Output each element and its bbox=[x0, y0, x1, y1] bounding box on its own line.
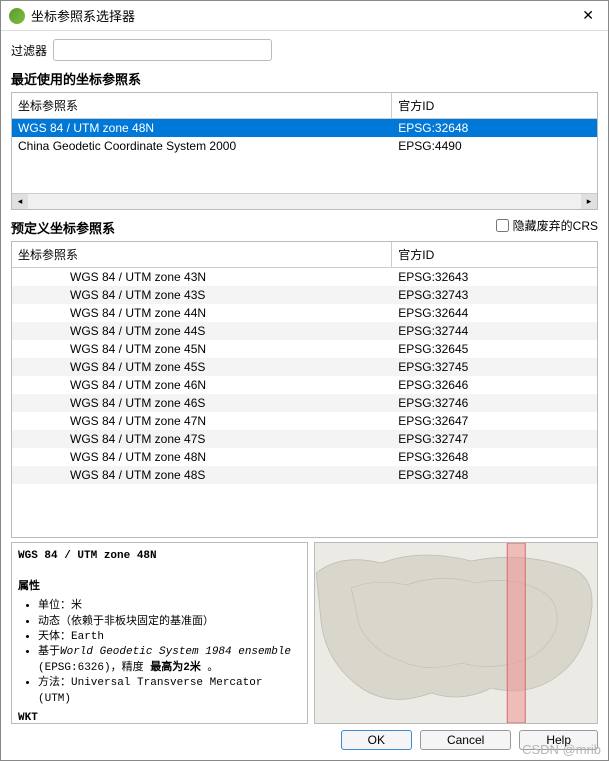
dialog-body: 过滤器 最近使用的坐标参照系 坐标参照系 官方ID WGS 84 / UTM z… bbox=[1, 31, 608, 760]
help-button[interactable]: Help bbox=[519, 730, 598, 750]
cancel-button[interactable]: Cancel bbox=[420, 730, 511, 750]
crs-selector-dialog: 坐标参照系选择器 ✕ 过滤器 最近使用的坐标参照系 坐标参照系 官方ID WGS… bbox=[0, 0, 609, 761]
table-row[interactable]: WGS 84 / UTM zone 46SEPSG:32746 bbox=[12, 394, 597, 412]
crs-id-cell: EPSG:32644 bbox=[392, 305, 597, 321]
prop-dynamic: 动态（依赖于非板块固定的基准面） bbox=[38, 615, 301, 630]
scroll-left-icon[interactable]: ◂ bbox=[12, 194, 28, 210]
crs-id-cell: EPSG:32748 bbox=[392, 467, 597, 483]
table-row[interactable]: WGS 84 / UTM zone 45SEPSG:32745 bbox=[12, 358, 597, 376]
predefined-section-title: 预定义坐标参照系 bbox=[11, 218, 115, 237]
table-row[interactable]: WGS 84 / UTM zone 48SEPSG:32748 bbox=[12, 466, 597, 484]
prop-based-on: 基于World Geodetic System 1984 ensemble (E… bbox=[38, 645, 301, 676]
table-row[interactable]: WGS 84 / UTM zone 48NEPSG:32648 bbox=[12, 119, 597, 137]
crs-name-cell: WGS 84 / UTM zone 47N bbox=[12, 413, 392, 429]
wkt-label: WKT bbox=[18, 712, 38, 724]
recent-col-id[interactable]: 官方ID bbox=[392, 93, 597, 118]
hide-deprecated-input[interactable] bbox=[496, 219, 509, 232]
crs-id-cell: EPSG:32643 bbox=[392, 269, 597, 285]
recent-table-body: WGS 84 / UTM zone 48NEPSG:32648China Geo… bbox=[12, 119, 597, 193]
prop-method: 方法：Universal Transverse Mercator (UTM) bbox=[38, 676, 301, 707]
table-row[interactable]: WGS 84 / UTM zone 44NEPSG:32644 bbox=[12, 304, 597, 322]
crs-id-cell: EPSG:32744 bbox=[392, 323, 597, 339]
crs-id-cell: EPSG:32646 bbox=[392, 377, 597, 393]
button-row: OK Cancel Help bbox=[11, 728, 598, 752]
crs-name-cell: WGS 84 / UTM zone 45N bbox=[12, 341, 392, 357]
table-row[interactable]: WGS 84 / UTM zone 44SEPSG:32744 bbox=[12, 322, 597, 340]
horizontal-scrollbar[interactable]: ◂ ▸ bbox=[12, 193, 597, 209]
hide-deprecated-checkbox[interactable]: 隐藏废弃的CRS bbox=[496, 217, 598, 234]
predefined-crs-table: 坐标参照系 官方ID WGS 84 / UTM zone 43NEPSG:326… bbox=[11, 241, 598, 538]
bottom-panes: WGS 84 / UTM zone 48N 属性 单位：米 动态（依赖于非板块固… bbox=[11, 542, 598, 724]
filter-label: 过滤器 bbox=[11, 42, 47, 59]
predef-col-name[interactable]: 坐标参照系 bbox=[12, 242, 392, 267]
table-row[interactable]: WGS 84 / UTM zone 47SEPSG:32747 bbox=[12, 430, 597, 448]
table-row[interactable]: WGS 84 / UTM zone 45NEPSG:32645 bbox=[12, 340, 597, 358]
crs-name-cell: WGS 84 / UTM zone 44S bbox=[12, 323, 392, 339]
window-title: 坐标参照系选择器 bbox=[31, 6, 576, 25]
crs-name-cell: WGS 84 / UTM zone 45S bbox=[12, 359, 392, 375]
properties-list: 单位：米 动态（依赖于非板块固定的基准面） 天体：Earth 基于World G… bbox=[38, 599, 301, 707]
crs-id-cell: EPSG:32647 bbox=[392, 413, 597, 429]
crs-id-cell: EPSG:32645 bbox=[392, 341, 597, 357]
crs-name-cell: WGS 84 / UTM zone 48N bbox=[12, 449, 392, 465]
filter-row: 过滤器 bbox=[11, 39, 598, 61]
table-row[interactable]: WGS 84 / UTM zone 46NEPSG:32646 bbox=[12, 376, 597, 394]
crs-id-cell: EPSG:32648 bbox=[392, 449, 597, 465]
properties-label: 属性 bbox=[18, 581, 40, 593]
crs-id-cell: EPSG:32745 bbox=[392, 359, 597, 375]
crs-id-cell: EPSG:4490 bbox=[392, 138, 597, 154]
app-icon bbox=[9, 8, 25, 24]
titlebar: 坐标参照系选择器 ✕ bbox=[1, 1, 608, 31]
predefined-table-body[interactable]: WGS 84 / UTM zone 43NEPSG:32643WGS 84 / … bbox=[12, 268, 597, 537]
close-button[interactable]: ✕ bbox=[576, 7, 600, 24]
crs-name-cell: WGS 84 / UTM zone 46S bbox=[12, 395, 392, 411]
crs-details-pane: WGS 84 / UTM zone 48N 属性 单位：米 动态（依赖于非板块固… bbox=[11, 542, 308, 724]
filter-input[interactable] bbox=[53, 39, 272, 61]
crs-name-cell: WGS 84 / UTM zone 43N bbox=[12, 269, 392, 285]
crs-name-cell: WGS 84 / UTM zone 43S bbox=[12, 287, 392, 303]
details-heading: WGS 84 / UTM zone 48N bbox=[18, 550, 157, 562]
crs-name-cell: WGS 84 / UTM zone 47S bbox=[12, 431, 392, 447]
recent-section-title: 最近使用的坐标参照系 bbox=[11, 69, 598, 88]
map-preview-pane[interactable] bbox=[314, 542, 599, 724]
crs-name-cell: WGS 84 / UTM zone 48N bbox=[12, 120, 392, 136]
crs-name-cell: WGS 84 / UTM zone 44N bbox=[12, 305, 392, 321]
table-row[interactable]: WGS 84 / UTM zone 47NEPSG:32647 bbox=[12, 412, 597, 430]
crs-id-cell: EPSG:32746 bbox=[392, 395, 597, 411]
table-row[interactable]: WGS 84 / UTM zone 48NEPSG:32648 bbox=[12, 448, 597, 466]
crs-id-cell: EPSG:32747 bbox=[392, 431, 597, 447]
table-row[interactable]: WGS 84 / UTM zone 43SEPSG:32743 bbox=[12, 286, 597, 304]
table-row[interactable]: China Geodetic Coordinate System 2000EPS… bbox=[12, 137, 597, 155]
ok-button[interactable]: OK bbox=[341, 730, 412, 750]
crs-id-cell: EPSG:32648 bbox=[392, 120, 597, 136]
crs-name-cell: WGS 84 / UTM zone 46N bbox=[12, 377, 392, 393]
crs-name-cell: China Geodetic Coordinate System 2000 bbox=[12, 138, 392, 154]
recent-crs-table: 坐标参照系 官方ID WGS 84 / UTM zone 48NEPSG:326… bbox=[11, 92, 598, 210]
table-row[interactable]: WGS 84 / UTM zone 43NEPSG:32643 bbox=[12, 268, 597, 286]
crs-id-cell: EPSG:32743 bbox=[392, 287, 597, 303]
hide-deprecated-label: 隐藏废弃的CRS bbox=[513, 217, 598, 234]
predef-col-id[interactable]: 官方ID bbox=[392, 242, 597, 267]
world-map bbox=[315, 543, 598, 723]
prop-unit: 单位：米 bbox=[38, 599, 301, 614]
scroll-right-icon[interactable]: ▸ bbox=[581, 194, 597, 210]
prop-body: 天体：Earth bbox=[38, 630, 301, 645]
recent-col-name[interactable]: 坐标参照系 bbox=[12, 93, 392, 118]
crs-name-cell: WGS 84 / UTM zone 48S bbox=[12, 467, 392, 483]
